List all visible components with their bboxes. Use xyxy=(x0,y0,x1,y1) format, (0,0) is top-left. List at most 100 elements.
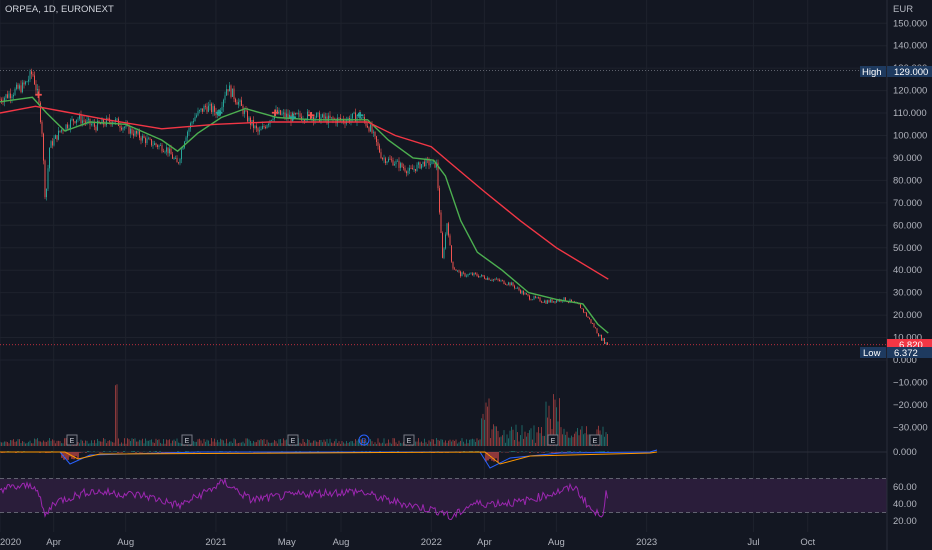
price-candle xyxy=(317,112,319,114)
price-candle xyxy=(392,160,394,166)
price-candle xyxy=(254,125,256,128)
price-candle xyxy=(4,97,5,103)
volume-bar xyxy=(308,440,310,446)
volume-bar xyxy=(307,439,308,446)
volume-bar xyxy=(137,441,139,446)
price-candle xyxy=(215,111,217,116)
price-candle xyxy=(499,279,500,282)
price-candle xyxy=(248,117,250,122)
volume-bar xyxy=(224,443,226,446)
volume-bar xyxy=(373,443,374,446)
price-candle xyxy=(476,273,478,276)
price-candle xyxy=(130,128,131,134)
volume-bar xyxy=(221,439,223,446)
price-candle xyxy=(431,161,433,165)
volume-bar xyxy=(176,438,178,446)
volume-bar xyxy=(586,426,587,446)
price-pane[interactable]: ✚ ✚ ✚ ✚ ✚ ✚ xyxy=(0,68,609,346)
volume-bar xyxy=(94,440,95,446)
volume-bar xyxy=(131,438,133,446)
time-axis[interactable]: 2020 Apr Aug 2021 May Aug 2022 Apr Aug 2023 Jul Oct xyxy=(0,537,815,548)
price-candle xyxy=(325,116,326,119)
price-candle xyxy=(556,300,557,303)
price-candle xyxy=(373,131,374,133)
macd-tick-label: −10.000 xyxy=(893,377,928,388)
volume-bar xyxy=(521,425,523,446)
volume-bar xyxy=(377,438,379,446)
volume-bar xyxy=(310,442,311,446)
price-candle xyxy=(223,99,224,107)
price-candle xyxy=(164,151,166,153)
price-candle xyxy=(263,125,265,127)
volume-bar xyxy=(28,441,29,446)
price-candle xyxy=(277,110,278,114)
price-candle xyxy=(518,287,520,291)
volume-bar xyxy=(427,443,428,446)
price-tick-label: 110.000 xyxy=(893,108,927,119)
price-candle xyxy=(500,280,502,282)
price-candle xyxy=(374,131,376,137)
volume-bar xyxy=(328,443,329,446)
volume-bar xyxy=(82,440,83,446)
price-candle xyxy=(13,94,14,97)
price-candle xyxy=(335,119,337,124)
price-candle xyxy=(298,113,299,115)
price-candle xyxy=(268,123,269,126)
volume-bar xyxy=(1,442,2,446)
price-candle xyxy=(308,111,310,113)
price-candle xyxy=(209,103,211,106)
volume-bar xyxy=(353,443,355,446)
price-candle xyxy=(238,101,239,105)
price-candle xyxy=(467,274,469,276)
price-candle xyxy=(83,120,85,122)
macd-histogram-bar xyxy=(555,452,557,453)
volume-bar xyxy=(332,443,334,446)
volume-bar xyxy=(163,439,164,446)
price-candle xyxy=(313,116,314,121)
price-candle xyxy=(323,114,325,119)
volume-bar xyxy=(152,442,154,446)
price-candle xyxy=(400,163,401,168)
volume-bar xyxy=(88,443,89,446)
price-candle xyxy=(29,71,31,80)
price-candle xyxy=(299,113,301,117)
price-candle xyxy=(211,103,212,113)
price-candle xyxy=(475,272,476,274)
price-candle xyxy=(571,299,572,302)
volume-bar xyxy=(226,438,227,446)
volume-bar xyxy=(506,434,508,446)
volume-bar xyxy=(365,441,367,446)
price-candle xyxy=(521,290,523,294)
price-candle xyxy=(179,159,181,164)
volume-bar xyxy=(89,443,91,446)
price-candle xyxy=(425,158,427,167)
volume-bar xyxy=(439,440,440,446)
volume-bar xyxy=(239,442,241,446)
volume-bar xyxy=(281,443,283,446)
price-candle xyxy=(94,123,95,127)
price-candle xyxy=(37,89,38,91)
volume-bar xyxy=(566,431,568,446)
price-candle xyxy=(376,136,377,143)
price-candle xyxy=(151,139,152,146)
volume-bar xyxy=(602,426,604,446)
price-candle xyxy=(146,138,148,144)
price-candle xyxy=(250,117,251,125)
volume-bar xyxy=(368,443,370,446)
volume-bar xyxy=(209,443,211,446)
volume-bar xyxy=(101,441,103,446)
macd-histogram-bar xyxy=(109,451,111,452)
volume-bar xyxy=(265,443,266,446)
price-candle xyxy=(200,108,202,111)
price-candle xyxy=(257,128,259,132)
volume-bar xyxy=(242,441,244,446)
earnings-marker xyxy=(66,434,78,446)
price-candle xyxy=(85,121,86,123)
price-candle xyxy=(517,287,518,289)
volume-bar xyxy=(487,406,488,446)
volume-bar xyxy=(452,439,454,446)
volume-bar xyxy=(314,440,316,446)
low-tag-value-bg xyxy=(887,347,932,358)
volume-bar xyxy=(158,439,160,446)
macd-histogram-bar xyxy=(511,451,513,452)
